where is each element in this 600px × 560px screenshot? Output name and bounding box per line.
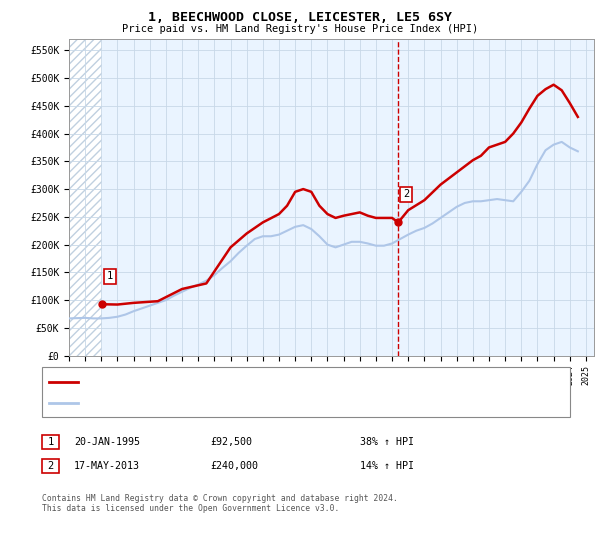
Text: 14% ↑ HPI: 14% ↑ HPI: [360, 461, 414, 471]
Text: 2: 2: [47, 461, 53, 471]
Text: 1, BEECHWOOD CLOSE, LEICESTER, LE5 6SY: 1, BEECHWOOD CLOSE, LEICESTER, LE5 6SY: [148, 11, 452, 24]
Text: £92,500: £92,500: [210, 437, 252, 447]
Text: 20-JAN-1995: 20-JAN-1995: [74, 437, 140, 447]
Text: 2: 2: [403, 189, 409, 199]
Text: Price paid vs. HM Land Registry's House Price Index (HPI): Price paid vs. HM Land Registry's House …: [122, 24, 478, 34]
Text: 17-MAY-2013: 17-MAY-2013: [74, 461, 140, 471]
Text: 38% ↑ HPI: 38% ↑ HPI: [360, 437, 414, 447]
Text: Contains HM Land Registry data © Crown copyright and database right 2024.
This d: Contains HM Land Registry data © Crown c…: [42, 494, 398, 514]
Text: HPI: Average price, detached house, Leicester: HPI: Average price, detached house, Leic…: [83, 399, 341, 408]
Text: 1: 1: [47, 437, 53, 447]
Bar: [69, 39, 102, 356]
Text: 1: 1: [107, 271, 113, 281]
Text: 1, BEECHWOOD CLOSE, LEICESTER, LE5 6SY (detached house): 1, BEECHWOOD CLOSE, LEICESTER, LE5 6SY (…: [83, 377, 399, 386]
Text: £240,000: £240,000: [210, 461, 258, 471]
